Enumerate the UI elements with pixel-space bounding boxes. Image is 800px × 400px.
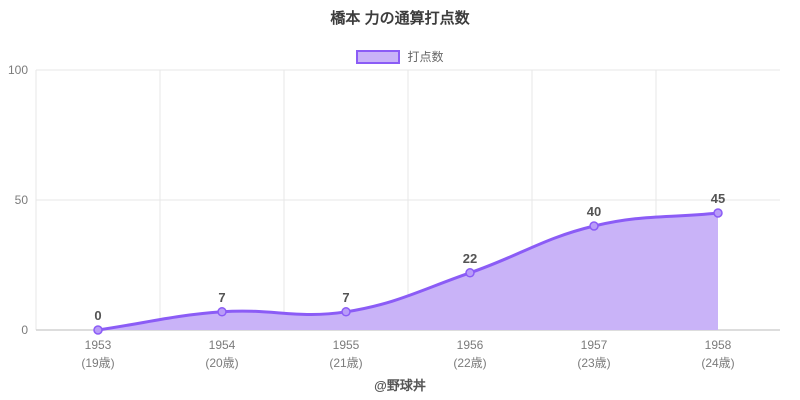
series-area-fill [98, 213, 718, 330]
data-point-1956[interactable] [465, 268, 475, 278]
y-tick-label-0: 0 [21, 323, 28, 337]
data-label-1958: 45 [711, 191, 725, 206]
series-line [96, 211, 720, 332]
x-tick-label-age-1958: (24歳) [701, 356, 734, 370]
data-point-1953[interactable] [93, 325, 103, 335]
x-tick-label-age-1954: (20歳) [205, 356, 238, 370]
x-tick-label-year-1956: 1956 [457, 338, 484, 352]
data-label-1956: 22 [463, 251, 477, 266]
y-tick-label-100: 100 [8, 63, 28, 77]
legend-swatch [356, 50, 401, 64]
data-label-1953: 0 [94, 308, 101, 323]
data-point-1955[interactable] [341, 307, 351, 317]
legend-label: 打点数 [407, 50, 444, 64]
data-point-1954[interactable] [217, 307, 227, 317]
data-point-1958[interactable] [713, 208, 723, 218]
x-tick-label-age-1953: (19歳) [81, 356, 114, 370]
watermark-text: @野球丼 [374, 378, 426, 393]
chart-title: 橋本 力の通算打点数 [330, 10, 470, 27]
data-label-1954: 7 [218, 290, 225, 305]
x-tick-label-year-1958: 1958 [705, 338, 732, 352]
x-tick-label-year-1955: 1955 [333, 338, 360, 352]
x-tick-label-year-1953: 1953 [85, 338, 112, 352]
data-label-1955: 7 [342, 290, 349, 305]
y-tick-label-50: 50 [15, 193, 29, 207]
x-tick-label-year-1957: 1957 [581, 338, 608, 352]
legend-item-rbi[interactable]: 打点数 [0, 49, 800, 65]
x-tick-label-age-1957: (23歳) [577, 356, 610, 370]
x-tick-label-age-1955: (21歳) [329, 356, 362, 370]
data-label-1957: 40 [587, 204, 601, 219]
data-point-1957[interactable] [589, 221, 599, 231]
x-tick-label-year-1954: 1954 [209, 338, 236, 352]
x-tick-label-age-1956: (22歳) [453, 356, 486, 370]
